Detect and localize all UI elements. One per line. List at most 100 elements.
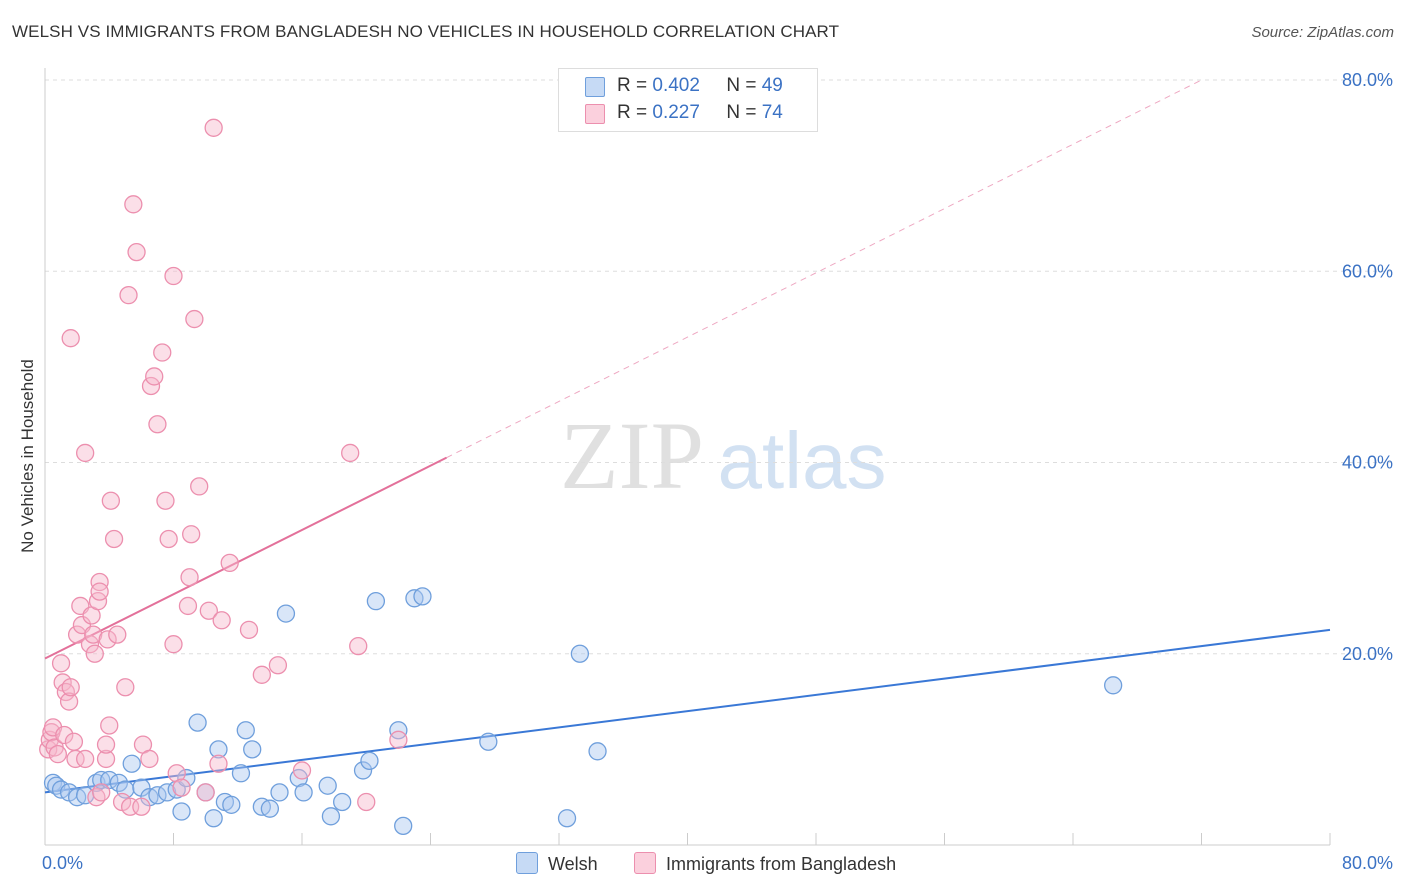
- bangladesh-point-13: [64, 732, 84, 751]
- y-tick-label-20: 20.0%: [1342, 644, 1393, 664]
- legend-n-label-bangladesh: N =: [726, 102, 757, 123]
- bottom-legend-welsh: Welsh: [516, 852, 598, 875]
- welsh-point-41: [394, 816, 413, 836]
- chart-title: WELSH VS IMMIGRANTS FROM BANGLADESH NO V…: [12, 22, 840, 41]
- y-tick-label-40: 40.0%: [1342, 453, 1393, 473]
- bangladesh-point-30: [96, 735, 116, 754]
- bangladesh-point-69: [292, 761, 312, 780]
- axes: [44, 68, 1331, 846]
- welsh-point-24: [222, 795, 241, 814]
- bangladesh-point-63: [209, 754, 228, 773]
- legend-r-value-bangladesh: 0.227: [652, 102, 700, 123]
- bangladesh-point-46: [145, 367, 164, 386]
- bangladesh-point-58: [185, 309, 204, 329]
- y-tick-label-80: 80.0%: [1342, 70, 1393, 90]
- bangladesh-point-67: [252, 665, 271, 684]
- bangladesh-point-64: [212, 611, 231, 630]
- welsh-point-45: [557, 809, 577, 828]
- welsh-point-34: [318, 776, 337, 795]
- welsh-point-37: [353, 761, 373, 780]
- welsh-point-43: [413, 587, 432, 606]
- bangladesh-point-65: [220, 553, 239, 573]
- bottom-legend-swatch-welsh: [516, 852, 538, 874]
- bangladesh-point-34: [104, 529, 124, 549]
- watermark-zip: ZIP: [560, 402, 704, 509]
- welsh-point-18: [177, 768, 196, 788]
- trend-line-solid-1: [44, 456, 448, 660]
- welsh-point-47: [588, 742, 607, 761]
- bangladesh-point-44: [140, 749, 159, 769]
- bangladesh-point-14: [66, 749, 85, 769]
- y-tick-label-60: 60.0%: [1342, 261, 1393, 281]
- welsh-point-29: [260, 799, 280, 818]
- bangladesh-point-6: [51, 654, 71, 673]
- bangladesh-point-72: [357, 792, 376, 812]
- tick-labels: 20.0% 40.0% 60.0% 80.0% 0.0% 80.0%: [42, 70, 1393, 873]
- bangladesh-point-70: [341, 443, 360, 463]
- bangladesh-point-23: [85, 644, 104, 663]
- trend-line-solid-0: [44, 628, 1331, 794]
- welsh-point-39: [366, 592, 386, 611]
- bangladesh-point-18: [76, 443, 95, 463]
- bangladesh-point-32: [100, 716, 119, 735]
- bangladesh-point-47: [148, 415, 167, 434]
- bangladesh-point-31: [98, 630, 117, 649]
- bangladesh-point-61: [199, 601, 218, 620]
- bangladesh-point-60: [196, 783, 215, 802]
- bottom-legend-label-bangladesh: Immigrants from Bangladesh: [666, 854, 897, 874]
- bangladesh-point-40: [124, 195, 143, 214]
- bangladesh-point-20: [80, 635, 100, 654]
- welsh-point-35: [321, 807, 341, 826]
- bangladesh-point-28: [92, 783, 111, 802]
- welsh-point-11: [122, 754, 141, 773]
- welsh-point-33: [294, 783, 313, 802]
- bangladesh-point-68: [268, 656, 288, 675]
- data-points: [39, 118, 1123, 836]
- trend-lines: [44, 79, 1331, 794]
- trend-line-dashed-1: [446, 79, 1202, 459]
- legend-swatch-welsh: [585, 77, 605, 97]
- welsh-point-9: [109, 773, 129, 792]
- bangladesh-point-33: [101, 491, 121, 510]
- welsh-point-27: [243, 740, 262, 759]
- bangladesh-point-35: [108, 625, 127, 644]
- bangladesh-point-62: [204, 118, 223, 137]
- bangladesh-point-57: [182, 525, 201, 544]
- welsh-point-38: [360, 751, 379, 770]
- welsh-point-48: [1104, 676, 1123, 695]
- y-axis-title: No Vehicles in Household: [18, 359, 37, 553]
- welsh-point-22: [209, 740, 228, 759]
- bottom-legend-bangladesh: Immigrants from Bangladesh: [634, 852, 896, 875]
- x-tick-label-0: 0.0%: [42, 853, 83, 873]
- bangladesh-point-41: [127, 242, 146, 262]
- legend-r-value-welsh: 0.402: [652, 75, 700, 96]
- welsh-point-25: [231, 764, 251, 783]
- bangladesh-point-55: [178, 596, 198, 616]
- welsh-point-36: [333, 792, 352, 812]
- legend-r-label-bangladesh: R =: [617, 102, 648, 123]
- bangladesh-point-51: [164, 266, 183, 286]
- bangladesh-point-52: [164, 635, 183, 654]
- bangladesh-point-71: [349, 636, 368, 656]
- bangladesh-point-19: [76, 749, 95, 769]
- bangladesh-point-5: [48, 745, 67, 764]
- bangladesh-point-26: [90, 572, 109, 592]
- bangladesh-point-49: [156, 491, 175, 510]
- bangladesh-point-38: [119, 286, 138, 305]
- bangladesh-point-15: [67, 625, 87, 644]
- legend-n-value-welsh: 49: [761, 75, 783, 96]
- welsh-point-26: [236, 721, 255, 740]
- bangladesh-point-22: [84, 625, 103, 644]
- correlation-legend: R = 0.402 N = 49 R = 0.227 N = 74: [558, 68, 818, 132]
- bangladesh-point-66: [239, 620, 259, 639]
- welsh-point-19: [188, 713, 207, 732]
- welsh-point-17: [172, 802, 191, 821]
- bangladesh-point-45: [141, 376, 161, 396]
- legend-swatch-bangladesh: [585, 104, 605, 124]
- bangladesh-point-29: [96, 749, 116, 769]
- gridlines: [45, 79, 1392, 655]
- welsh-point-21: [204, 809, 223, 828]
- bangladesh-point-48: [153, 343, 172, 362]
- bangladesh-point-27: [90, 582, 109, 601]
